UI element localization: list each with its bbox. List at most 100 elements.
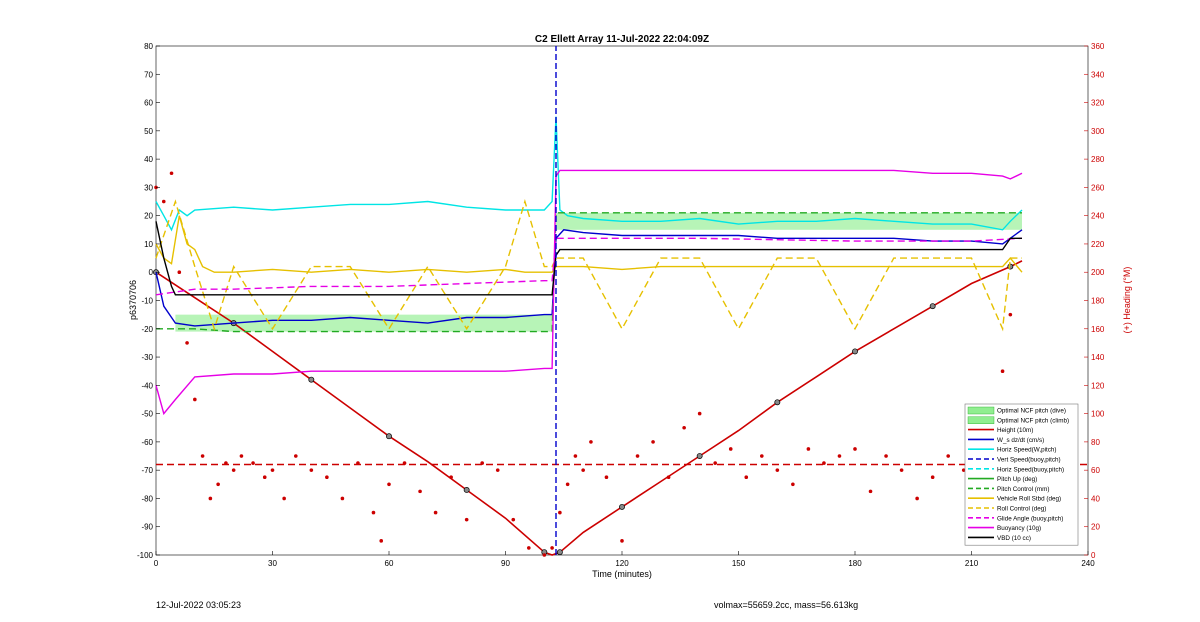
- legend-label: Vehicle Roll Stbd (deg): [997, 496, 1061, 503]
- series-vehicle-roll-stbd-deg: [155, 215, 1023, 273]
- heading-point: [635, 454, 640, 458]
- heading-point: [251, 461, 255, 465]
- heading-point: [573, 454, 578, 458]
- y-left-tick-label: -20: [141, 325, 153, 334]
- heading-point: [200, 454, 205, 458]
- height-marker: [774, 399, 781, 406]
- y-left-axis-label: p6370706: [128, 280, 138, 320]
- y-left-tick-label: -60: [141, 438, 153, 447]
- legend-label: Horiz Speed(buoy,pitch): [997, 466, 1064, 473]
- legend-label: Pitch Up (deg): [997, 476, 1037, 483]
- x-tick-label: 180: [848, 559, 862, 568]
- y-right-tick-label: 260: [1091, 183, 1105, 192]
- heading-point: [387, 482, 391, 487]
- x-tick-label: 30: [268, 559, 277, 568]
- heading-point: [270, 468, 275, 472]
- heading-point: [464, 517, 469, 522]
- y-left-tick-label: -10: [141, 297, 153, 306]
- y-left-tick-label: -30: [141, 353, 153, 362]
- y-left-tick-label: -90: [141, 523, 153, 532]
- y-right-tick-label: 140: [1091, 353, 1105, 362]
- heading-point: [899, 468, 904, 472]
- heading-point: [946, 454, 950, 458]
- y-right-tick-label: 220: [1091, 240, 1105, 249]
- y-right-tick-label: 300: [1091, 127, 1105, 136]
- y-right-tick-label: 0: [1091, 551, 1096, 560]
- legend-swatch: [967, 406, 995, 415]
- heading-point: [806, 447, 811, 451]
- heading-point: [340, 496, 345, 501]
- heading-point: [791, 482, 795, 487]
- heading-point: [449, 475, 453, 480]
- heading-point: [868, 489, 873, 494]
- x-tick-label: 150: [732, 559, 746, 568]
- heading-point: [697, 411, 702, 416]
- legend-label: Optimal NCF pitch (dive): [997, 408, 1066, 415]
- series-glide-angle-buoy-pitch: [155, 237, 1023, 296]
- heading-point: [744, 475, 749, 480]
- height-marker: [929, 303, 936, 310]
- heading-point: [853, 447, 857, 451]
- y-right-tick-label: 60: [1091, 466, 1100, 475]
- legend-label: W_s dz/dt (cm/s): [997, 437, 1044, 444]
- heading-point: [728, 447, 733, 451]
- heading-point: [542, 553, 547, 557]
- series-heading: [154, 171, 1020, 557]
- legend-label: Vert Speed(buoy,pitch): [997, 457, 1061, 464]
- legend-label: Buoyancy (10g): [997, 525, 1041, 532]
- heading-point: [371, 510, 376, 515]
- series-pitch-control-mm: [156, 212, 1022, 333]
- heading-point: [666, 475, 671, 480]
- heading-point: [837, 454, 842, 458]
- y-left-tick-label: 10: [144, 240, 153, 249]
- series-height-10m: [155, 260, 1023, 556]
- heading-point: [961, 468, 966, 472]
- y-left-tick-label: 70: [144, 70, 153, 79]
- heading-point: [760, 454, 764, 458]
- heading-point: [527, 546, 531, 550]
- height-marker: [386, 433, 392, 440]
- height-marker: [852, 348, 858, 355]
- legend-swatch: [967, 416, 995, 424]
- heading-point: [558, 510, 562, 515]
- footer-vehicle-info: volmax=55659.2cc, mass=56.613kg: [714, 600, 859, 610]
- series-buoyancy-10g: [155, 169, 1023, 416]
- y-left-tick-label: -80: [141, 494, 153, 503]
- series-w-s-dz-dt-cm-s: [155, 229, 1023, 327]
- heading-point: [930, 475, 935, 480]
- y-right-tick-label: 100: [1091, 410, 1105, 419]
- y-right-axis-label: (+) Heading (°M): [1122, 267, 1132, 334]
- legend-box: [964, 403, 1079, 546]
- heading-point: [185, 341, 189, 345]
- y-left-tick-label: -70: [141, 466, 153, 475]
- heading-point: [193, 397, 197, 402]
- y-left-tick-label: 30: [144, 183, 153, 192]
- y-left-tick-label: 80: [144, 42, 153, 51]
- y-right-tick-label: 360: [1091, 42, 1105, 51]
- legend-label: Horiz Speed(W,pitch): [997, 447, 1057, 454]
- heading-point: [282, 496, 286, 501]
- legend-label: Optimal NCF pitch (climb): [997, 417, 1069, 424]
- heading-point: [682, 425, 686, 430]
- height-marker: [556, 549, 563, 556]
- heading-point: [161, 199, 166, 204]
- y-right-tick-label: 240: [1091, 212, 1105, 221]
- legend: Optimal NCF pitch (dive) Optimal NCF pitc…: [964, 403, 1079, 546]
- heading-point: [177, 270, 182, 275]
- x-axis-label: Time (minutes): [592, 569, 652, 579]
- heading-point: [231, 468, 236, 472]
- x-tick-label: 210: [965, 559, 979, 568]
- y-right-tick-label: 120: [1091, 381, 1105, 390]
- heading-point: [822, 461, 826, 465]
- x-tick-label: 120: [615, 559, 629, 568]
- y-right-tick-label: 280: [1091, 155, 1105, 164]
- height-marker: [696, 453, 703, 459]
- x-tick-label: 0: [154, 559, 159, 568]
- heading-point: [418, 489, 422, 494]
- heading-point: [620, 539, 624, 543]
- legend-label: Height (10m): [997, 427, 1033, 434]
- y-right-tick-label: 80: [1091, 438, 1100, 447]
- heading-point: [581, 468, 585, 472]
- x-tick-label: 90: [501, 559, 510, 568]
